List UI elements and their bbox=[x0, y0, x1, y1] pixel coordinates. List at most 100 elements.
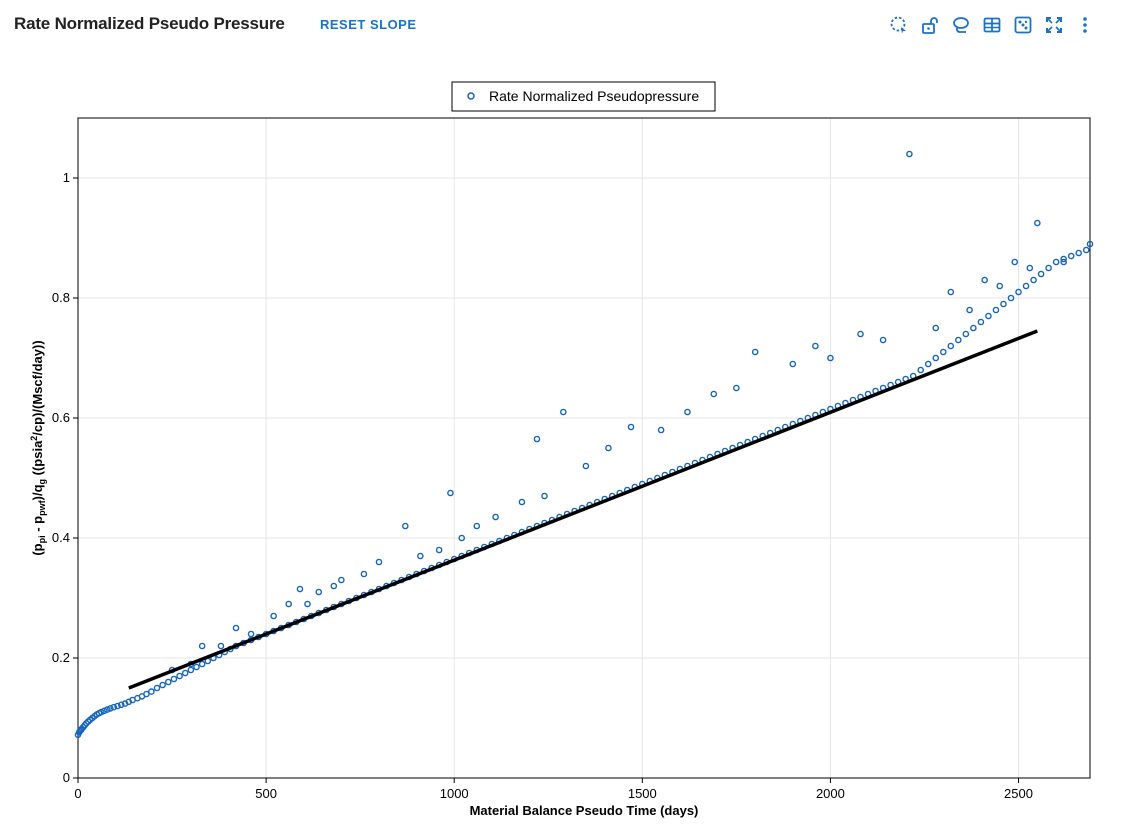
data-point[interactable] bbox=[1082, 246, 1090, 254]
data-point[interactable] bbox=[417, 552, 424, 560]
data-point[interactable] bbox=[518, 498, 526, 506]
data-point[interactable] bbox=[657, 426, 665, 434]
legend[interactable]: Rate Normalized Pseudopressure bbox=[451, 81, 716, 112]
data-point[interactable] bbox=[107, 705, 114, 712]
data-point[interactable] bbox=[153, 684, 161, 692]
data-point[interactable] bbox=[582, 462, 590, 470]
data-point[interactable] bbox=[1000, 300, 1007, 308]
data-point[interactable] bbox=[1034, 219, 1041, 227]
data-point[interactable] bbox=[1045, 264, 1052, 272]
trend-line[interactable] bbox=[128, 329, 1038, 690]
data-point[interactable] bbox=[375, 558, 383, 566]
data-point[interactable] bbox=[181, 669, 189, 677]
data-point[interactable] bbox=[955, 336, 962, 344]
data-point[interactable] bbox=[605, 444, 612, 452]
data-point[interactable] bbox=[159, 681, 166, 689]
data-point[interactable] bbox=[1060, 255, 1067, 263]
fit-icon[interactable] bbox=[1012, 14, 1034, 36]
data-point[interactable] bbox=[751, 348, 759, 356]
data-point[interactable] bbox=[1007, 294, 1015, 302]
data-point[interactable] bbox=[285, 600, 292, 608]
reset-slope-button[interactable]: RESET SLOPE bbox=[320, 17, 417, 32]
data-point[interactable] bbox=[917, 366, 925, 374]
data-point[interactable] bbox=[176, 672, 183, 680]
data-point[interactable] bbox=[812, 342, 819, 350]
data-point[interactable] bbox=[1060, 258, 1067, 266]
data-point[interactable] bbox=[541, 492, 548, 500]
data-point[interactable] bbox=[198, 642, 206, 650]
data-point[interactable] bbox=[458, 534, 466, 542]
data-point[interactable] bbox=[1022, 282, 1030, 290]
data-point[interactable] bbox=[939, 348, 947, 356]
data-point[interactable] bbox=[857, 330, 864, 338]
table-icon[interactable] bbox=[981, 14, 1003, 36]
fullscreen-icon[interactable] bbox=[1043, 14, 1065, 36]
data-point[interactable] bbox=[110, 703, 118, 711]
data-point[interactable] bbox=[627, 423, 635, 431]
data-point[interactable] bbox=[924, 360, 932, 368]
data-point[interactable] bbox=[114, 702, 121, 710]
data-point[interactable] bbox=[217, 642, 225, 650]
data-point[interactable] bbox=[1015, 288, 1022, 296]
data-point[interactable] bbox=[187, 666, 195, 674]
data-point[interactable] bbox=[906, 150, 913, 158]
data-point[interactable] bbox=[992, 306, 1000, 314]
data-point[interactable] bbox=[330, 582, 338, 590]
data-point[interactable] bbox=[447, 489, 454, 497]
data-point[interactable] bbox=[932, 354, 940, 362]
data-point[interactable] bbox=[789, 360, 797, 368]
data-point[interactable] bbox=[98, 708, 105, 716]
data-point[interactable] bbox=[435, 546, 443, 554]
data-point[interactable] bbox=[148, 688, 155, 695]
data-point[interactable] bbox=[104, 706, 111, 713]
data-point[interactable] bbox=[985, 312, 992, 320]
data-point[interactable] bbox=[1075, 249, 1083, 257]
data-point[interactable] bbox=[270, 612, 277, 620]
data-point[interactable] bbox=[247, 630, 255, 638]
data-point[interactable] bbox=[962, 330, 970, 338]
data-point[interactable] bbox=[473, 522, 481, 530]
data-point[interactable] bbox=[101, 707, 108, 715]
data-point[interactable] bbox=[947, 288, 955, 296]
data-point[interactable] bbox=[1052, 258, 1060, 266]
data-point[interactable] bbox=[1011, 258, 1019, 266]
data-point[interactable] bbox=[966, 306, 973, 314]
data-point[interactable] bbox=[193, 663, 200, 671]
data-point[interactable] bbox=[1030, 276, 1037, 284]
data-point[interactable] bbox=[360, 570, 368, 578]
data-point[interactable] bbox=[198, 660, 206, 668]
unlock-icon[interactable] bbox=[919, 14, 941, 36]
data-point[interactable] bbox=[1037, 270, 1045, 278]
more-icon[interactable] bbox=[1074, 14, 1096, 36]
data-point[interactable] bbox=[827, 354, 834, 362]
data-point[interactable] bbox=[932, 324, 940, 332]
data-point[interactable] bbox=[117, 701, 125, 709]
data-point[interactable] bbox=[143, 690, 150, 698]
data-point[interactable] bbox=[684, 408, 691, 416]
data-point[interactable] bbox=[304, 600, 311, 608]
data-point[interactable] bbox=[1067, 252, 1075, 260]
data-point[interactable] bbox=[981, 276, 988, 284]
data-point[interactable] bbox=[164, 678, 172, 686]
data-point[interactable] bbox=[402, 522, 409, 530]
data-point[interactable] bbox=[879, 336, 887, 344]
data-point[interactable] bbox=[338, 576, 345, 584]
data-point[interactable] bbox=[492, 513, 499, 521]
lasso-icon[interactable] bbox=[950, 14, 972, 36]
data-point[interactable] bbox=[296, 585, 304, 593]
data-points[interactable] bbox=[74, 150, 1094, 739]
data-point[interactable] bbox=[533, 435, 541, 443]
data-point[interactable] bbox=[996, 282, 1004, 290]
data-point[interactable] bbox=[977, 318, 985, 326]
data-point[interactable] bbox=[947, 342, 955, 350]
box-select-icon[interactable] bbox=[888, 14, 910, 36]
data-point[interactable] bbox=[970, 324, 977, 332]
data-point[interactable] bbox=[232, 624, 240, 632]
data-point[interactable] bbox=[733, 384, 740, 392]
data-point[interactable] bbox=[170, 675, 178, 683]
data-point[interactable] bbox=[1086, 240, 1094, 248]
data-point[interactable] bbox=[1026, 264, 1034, 272]
data-point[interactable] bbox=[560, 408, 567, 416]
data-point[interactable] bbox=[710, 390, 718, 398]
